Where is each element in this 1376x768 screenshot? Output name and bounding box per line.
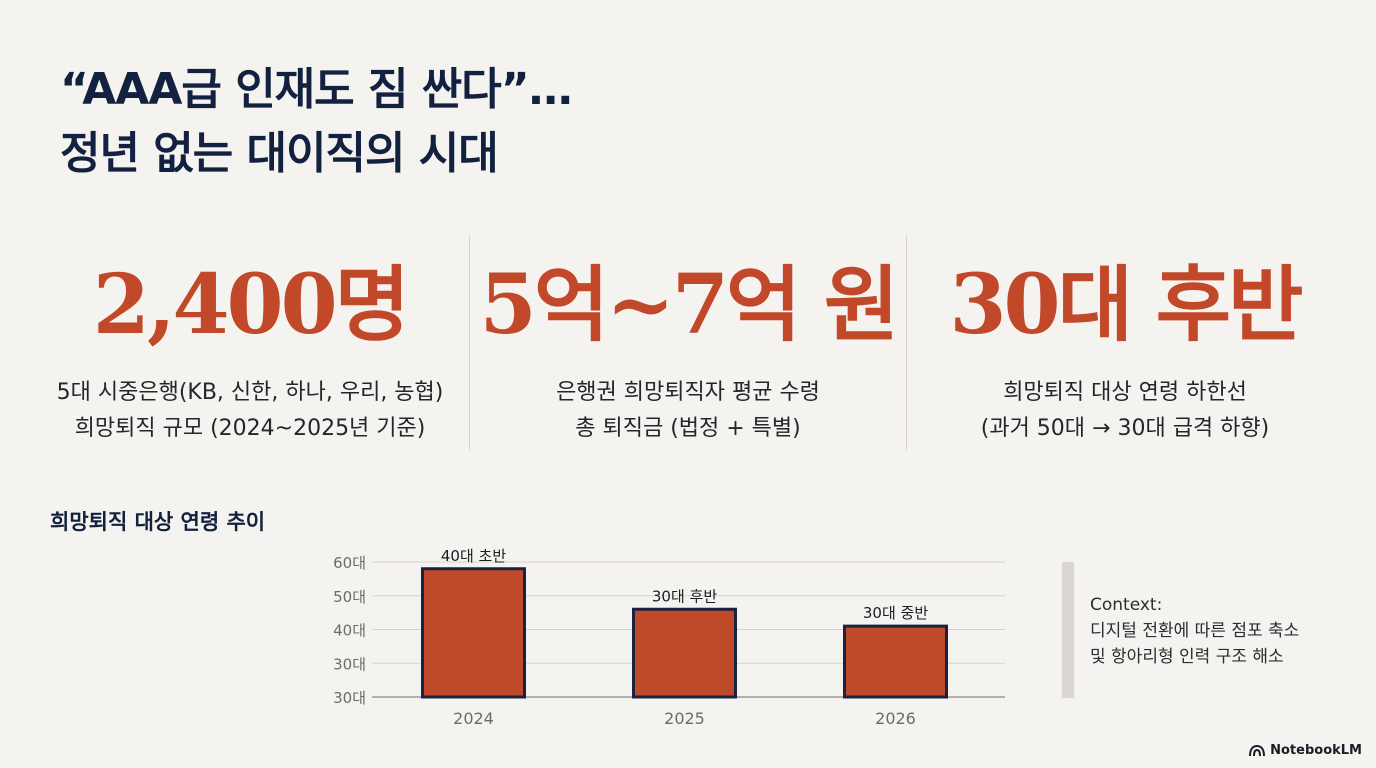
context-line: 디지털 전환에 따른 점포 축소 bbox=[1090, 621, 1300, 641]
page-title: “AAA급 인재도 짐 싼다”… 정년 없는 대이직의 시대 bbox=[60, 58, 573, 186]
stat-value: 5억~7억 원 bbox=[479, 257, 900, 353]
data-label: 30대 중반 bbox=[863, 604, 928, 622]
stat-description-line: 총 퇴직금 (법정 + 특별) bbox=[575, 416, 801, 441]
stat-divider bbox=[469, 235, 470, 450]
x-tick-label: 2026 bbox=[875, 709, 916, 728]
title-line-1: “AAA급 인재도 짐 싼다”… bbox=[60, 64, 573, 115]
brand-label: NotebookLM bbox=[1270, 743, 1362, 758]
stat-description: 희망퇴직 대상 연령 하한선 (과거 50대 → 30대 급격 하향) bbox=[910, 375, 1340, 447]
y-tick-label: 40대 bbox=[333, 622, 366, 640]
context-line: 및 항아리형 인력 구조 해소 bbox=[1090, 647, 1284, 667]
chart-title: 희망퇴직 대상 연령 추이 bbox=[50, 510, 266, 534]
stat-description-line: 희망퇴직 대상 연령 하한선 bbox=[1003, 380, 1247, 405]
context-note: Context: 디지털 전환에 따른 점포 축소 및 항아리형 인력 구조 해… bbox=[1090, 592, 1299, 670]
bar bbox=[632, 607, 737, 699]
stat-description: 은행권 희망퇴직자 평균 수령 총 퇴직금 (법정 + 특별) bbox=[473, 375, 903, 447]
y-tick-label: 50대 bbox=[333, 588, 366, 606]
context-accent-bar bbox=[1062, 562, 1074, 698]
x-tick-label: 2025 bbox=[664, 709, 705, 728]
notebooklm-logo-icon bbox=[1249, 744, 1266, 756]
data-label: 30대 후반 bbox=[652, 587, 717, 605]
x-tick-label: 2024 bbox=[453, 709, 494, 728]
notebooklm-brand: NotebookLM bbox=[1249, 743, 1362, 758]
stat-age-threshold: 30대 후반 희망퇴직 대상 연령 하한선 (과거 50대 → 30대 급격 하… bbox=[910, 245, 1340, 447]
title-line-2: 정년 없는 대이직의 시대 bbox=[60, 128, 499, 179]
bar bbox=[843, 624, 948, 699]
y-tick-label: 60대 bbox=[333, 554, 366, 572]
stat-divider bbox=[906, 235, 907, 450]
age-trend-bar-chart: 60대 50대 40대 30대 30대 40대 초반 2024 30대 후반 2025 30대 중… bbox=[333, 547, 1005, 728]
stat-description-line: 희망퇴직 규모 (2024~2025년 기준) bbox=[74, 416, 426, 441]
data-label: 40대 초반 bbox=[441, 547, 506, 565]
context-label: Context: bbox=[1090, 595, 1163, 615]
y-tick-label: 30대 bbox=[333, 689, 366, 707]
stat-value: 2,400명 bbox=[92, 257, 410, 353]
y-tick-label: 30대 bbox=[333, 655, 366, 673]
bar bbox=[421, 567, 526, 699]
stat-description: 5대 시중은행(KB, 신한, 하나, 우리, 농협) 희망퇴직 규모 (202… bbox=[35, 375, 465, 447]
stat-description-line: 5대 시중은행(KB, 신한, 하나, 우리, 농협) bbox=[56, 380, 444, 405]
stat-value: 30대 후반 bbox=[949, 257, 1304, 353]
stat-severance: 5억~7억 원 은행권 희망퇴직자 평균 수령 총 퇴직금 (법정 + 특별) bbox=[473, 245, 903, 447]
stat-description-line: (과거 50대 → 30대 급격 하향) bbox=[980, 416, 1270, 441]
stat-retirees: 2,400명 5대 시중은행(KB, 신한, 하나, 우리, 농협) 희망퇴직 … bbox=[35, 245, 465, 447]
stat-description-line: 은행권 희망퇴직자 평균 수령 bbox=[556, 380, 820, 405]
